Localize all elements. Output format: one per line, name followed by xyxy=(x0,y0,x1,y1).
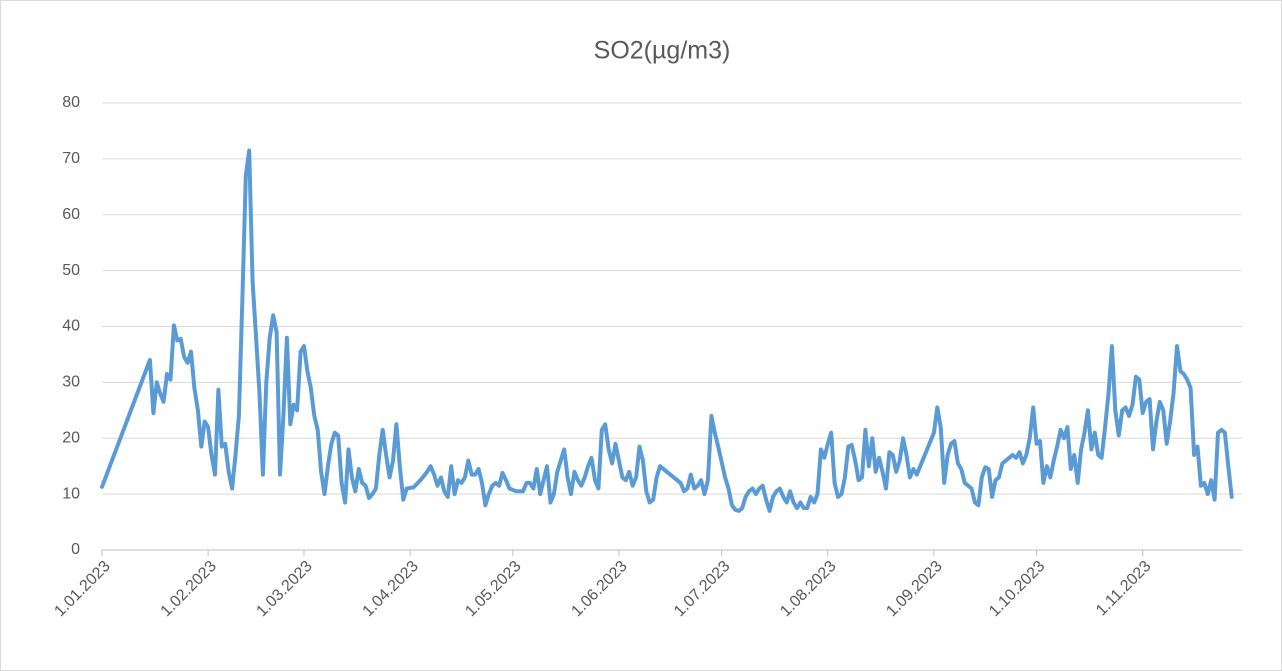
y-tick-label: 50 xyxy=(62,262,80,279)
y-tick-label: 80 xyxy=(62,94,80,111)
y-tick-label: 10 xyxy=(62,485,80,502)
y-tick-label: 30 xyxy=(62,374,80,391)
chart-title: SO2(µg/m3) xyxy=(594,37,731,65)
y-tick-label: 40 xyxy=(62,318,80,335)
y-tick-label: 0 xyxy=(71,541,80,558)
y-tick-label: 60 xyxy=(62,206,80,223)
data-line xyxy=(100,148,1234,513)
y-tick-label: 20 xyxy=(62,429,80,446)
y-tick-label: 70 xyxy=(62,150,80,167)
